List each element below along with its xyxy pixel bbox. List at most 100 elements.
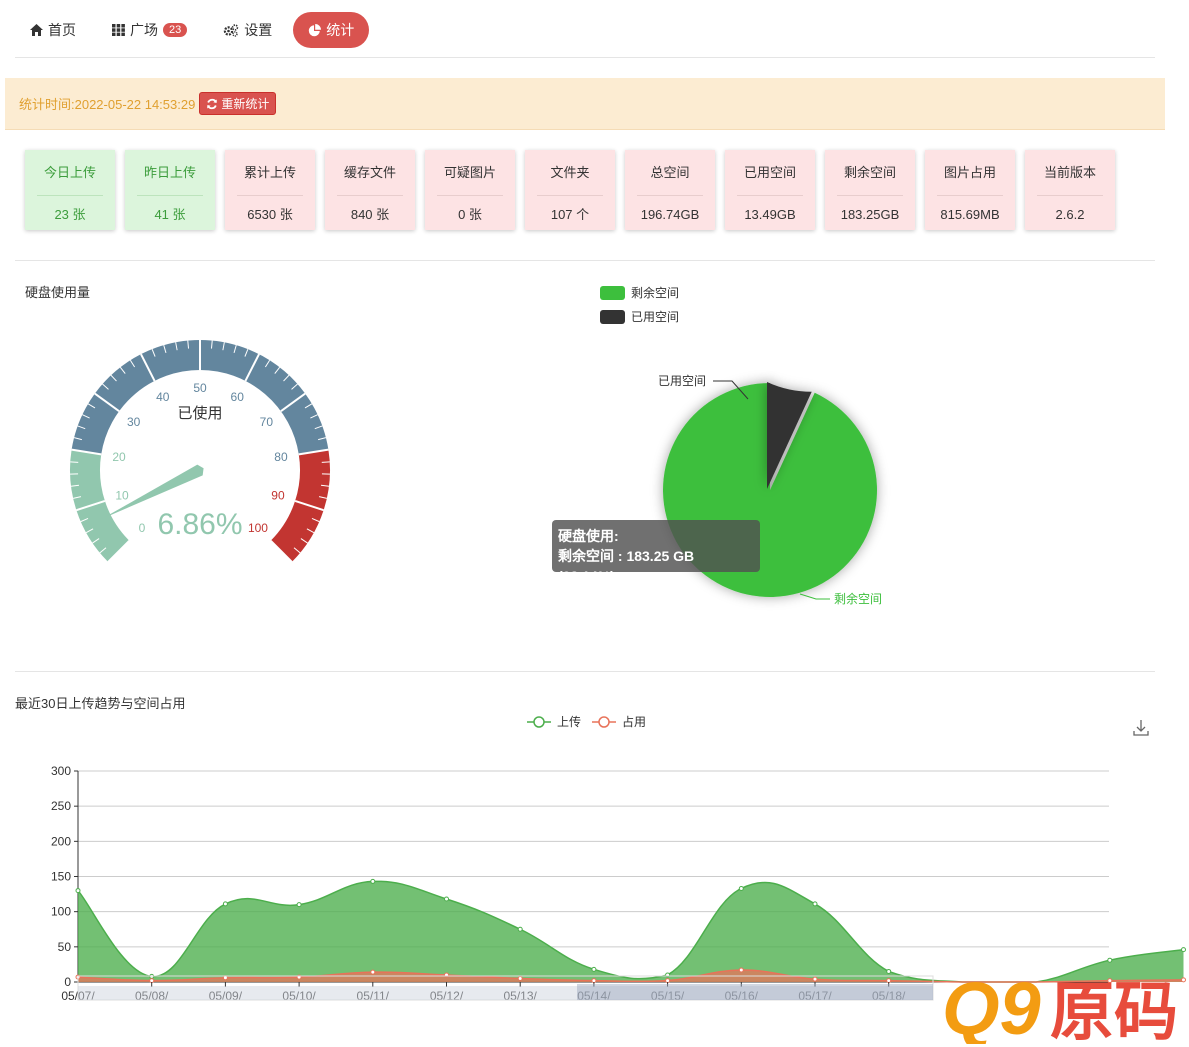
gauge-tick [304, 403, 313, 409]
datazoom-window [577, 984, 933, 1000]
pie-label-line-used [713, 380, 749, 400]
gauge-tick [321, 461, 330, 463]
stat-time-alert: 统计时间:2022-05-22 14:53:29 重新统计 [5, 78, 1165, 130]
stat-card-total-space: 总空间 196.74GB [625, 150, 715, 230]
nav-stats[interactable]: 统计 [293, 12, 370, 48]
gauge-tick [73, 496, 82, 499]
stat-card-total-upload: 累计上传 6530 张 [225, 150, 315, 230]
gauge-tick [119, 366, 126, 374]
trend-chart: 05010015020025030005/07/05/08/05/09/05/1… [51, 714, 1186, 1003]
legend-label-free: 剩余空间 [631, 286, 680, 300]
y-tick-label: 100 [51, 905, 71, 919]
stat-card-value: 2.6.2 [1055, 207, 1085, 222]
series-point-usage [149, 978, 155, 984]
series-point-usage [738, 967, 744, 973]
stat-card-value: 107 个 [550, 207, 590, 222]
restat-button-label: 重新统计 [221, 97, 270, 111]
gauge-split-line [270, 540, 293, 563]
pie-label-used: 已用空间 [658, 374, 706, 388]
stat-card-value: 815.69MB [940, 207, 1000, 222]
gauge-tick [129, 359, 136, 368]
gauge-tick-label: 90 [271, 488, 285, 502]
nav-stats-label: 统计 [326, 22, 355, 38]
stat-cards: 今日上传 23 张 昨日上传 41 张 累计上传 6530 张 缓存文件 840 张 可… [25, 150, 1115, 230]
restat-button[interactable]: 重新统计 [199, 92, 277, 115]
gauge-tick [151, 348, 156, 357]
series-point-usage [1181, 977, 1186, 983]
gauge-tick [87, 403, 96, 409]
gauge-tick [274, 366, 281, 374]
pie-label-line-free [799, 593, 830, 600]
gauge-tick [163, 345, 167, 353]
disk-section-title: 硬盘使用量 [25, 285, 91, 300]
series-point-usage [886, 978, 892, 984]
series-point-usage [1107, 978, 1113, 984]
nav-square[interactable]: 广场 23 [97, 12, 202, 48]
top-nav: 首页 广场 23 设置 统计 [15, 10, 370, 50]
gauge-tick [110, 374, 117, 382]
series-point-upload [738, 885, 744, 891]
gauge-tick [82, 414, 90, 419]
q9-watermark-logo: Q9 原码 [942, 968, 1178, 1044]
home-icon [30, 24, 43, 36]
gauge-title: 已使用 [177, 405, 222, 422]
y-tick-label: 150 [51, 870, 71, 884]
series-point-upload [591, 966, 597, 972]
pie-legend-free[interactable]: 剩余空间 [600, 284, 679, 301]
svg-text:原码: 原码 [1050, 976, 1178, 1044]
gauge-tick-label: 0 [139, 521, 146, 535]
nav-settings[interactable]: 设置 [208, 12, 287, 48]
stat-card-version: 当前版本 2.6.2 [1025, 150, 1115, 230]
gauge-tick [77, 425, 86, 430]
series-point-upload [296, 902, 302, 908]
stat-card-label: 今日上传 [37, 150, 103, 196]
pie-chart-icon [309, 23, 322, 36]
series-point-usage [812, 976, 818, 982]
pie-legend-used[interactable]: 已用空间 [600, 308, 679, 325]
gauge-tick [70, 484, 80, 487]
gauge-tick [320, 484, 330, 487]
refresh-icon [207, 98, 218, 109]
y-tick-label: 0 [64, 975, 71, 989]
download-icon[interactable] [1132, 719, 1150, 737]
nav-home[interactable]: 首页 [15, 12, 91, 48]
stat-card-value: 183.25GB [840, 207, 900, 222]
stat-card-suspicious: 可疑图片 0 张 [425, 150, 515, 230]
gauge-tick [102, 383, 109, 390]
gauge-tick [291, 383, 298, 390]
series-point-upload [444, 896, 449, 902]
stat-card-label: 图片占用 [937, 150, 1003, 196]
series-point-usage [517, 975, 523, 981]
stat-card-label: 总空间 [637, 150, 703, 196]
series-point-upload [222, 901, 228, 907]
gauge-tick [318, 437, 327, 441]
stat-card-label: 已用空间 [737, 150, 803, 196]
pie-label-free: 剩余空间 [834, 591, 882, 606]
gauge-tick-label: 40 [156, 390, 170, 404]
legend-swatch-used [600, 309, 625, 324]
legend-label-used: 已用空间 [631, 310, 680, 324]
series-point-upload [886, 968, 892, 974]
gauge-tick [293, 547, 301, 554]
trend-section-title: 最近30日上传趋势与空间占用 [15, 696, 186, 711]
stat-card-free-space: 剩余空间 183.25GB [825, 150, 915, 230]
pie-slice-used [767, 382, 812, 489]
stat-card-value: 0 张 [458, 207, 482, 222]
gauge-tick [187, 340, 190, 349]
stat-time-text: 统计时间:2022-05-22 14:53:29 [19, 97, 196, 112]
series-point-usage [370, 969, 376, 975]
series-point-upload [1107, 957, 1113, 963]
tooltip-title: 硬盘使用: [558, 528, 619, 544]
gauge-tick [306, 528, 315, 534]
stat-card-label: 文件夹 [537, 150, 603, 196]
series-point-upload [370, 878, 376, 884]
gauge-tick [99, 547, 107, 554]
disk-gauge: 0 10 20 30 40 50 60 70 80 90 100 已使用 6.86% [70, 340, 330, 563]
series-point-upload [1181, 947, 1186, 953]
gauge-tick [318, 496, 327, 499]
legend-swatch-free [600, 285, 625, 300]
nav-divider [15, 57, 1155, 58]
series-point-usage [591, 978, 597, 984]
gauge-tick [233, 345, 237, 353]
disk-divider [15, 671, 1155, 672]
